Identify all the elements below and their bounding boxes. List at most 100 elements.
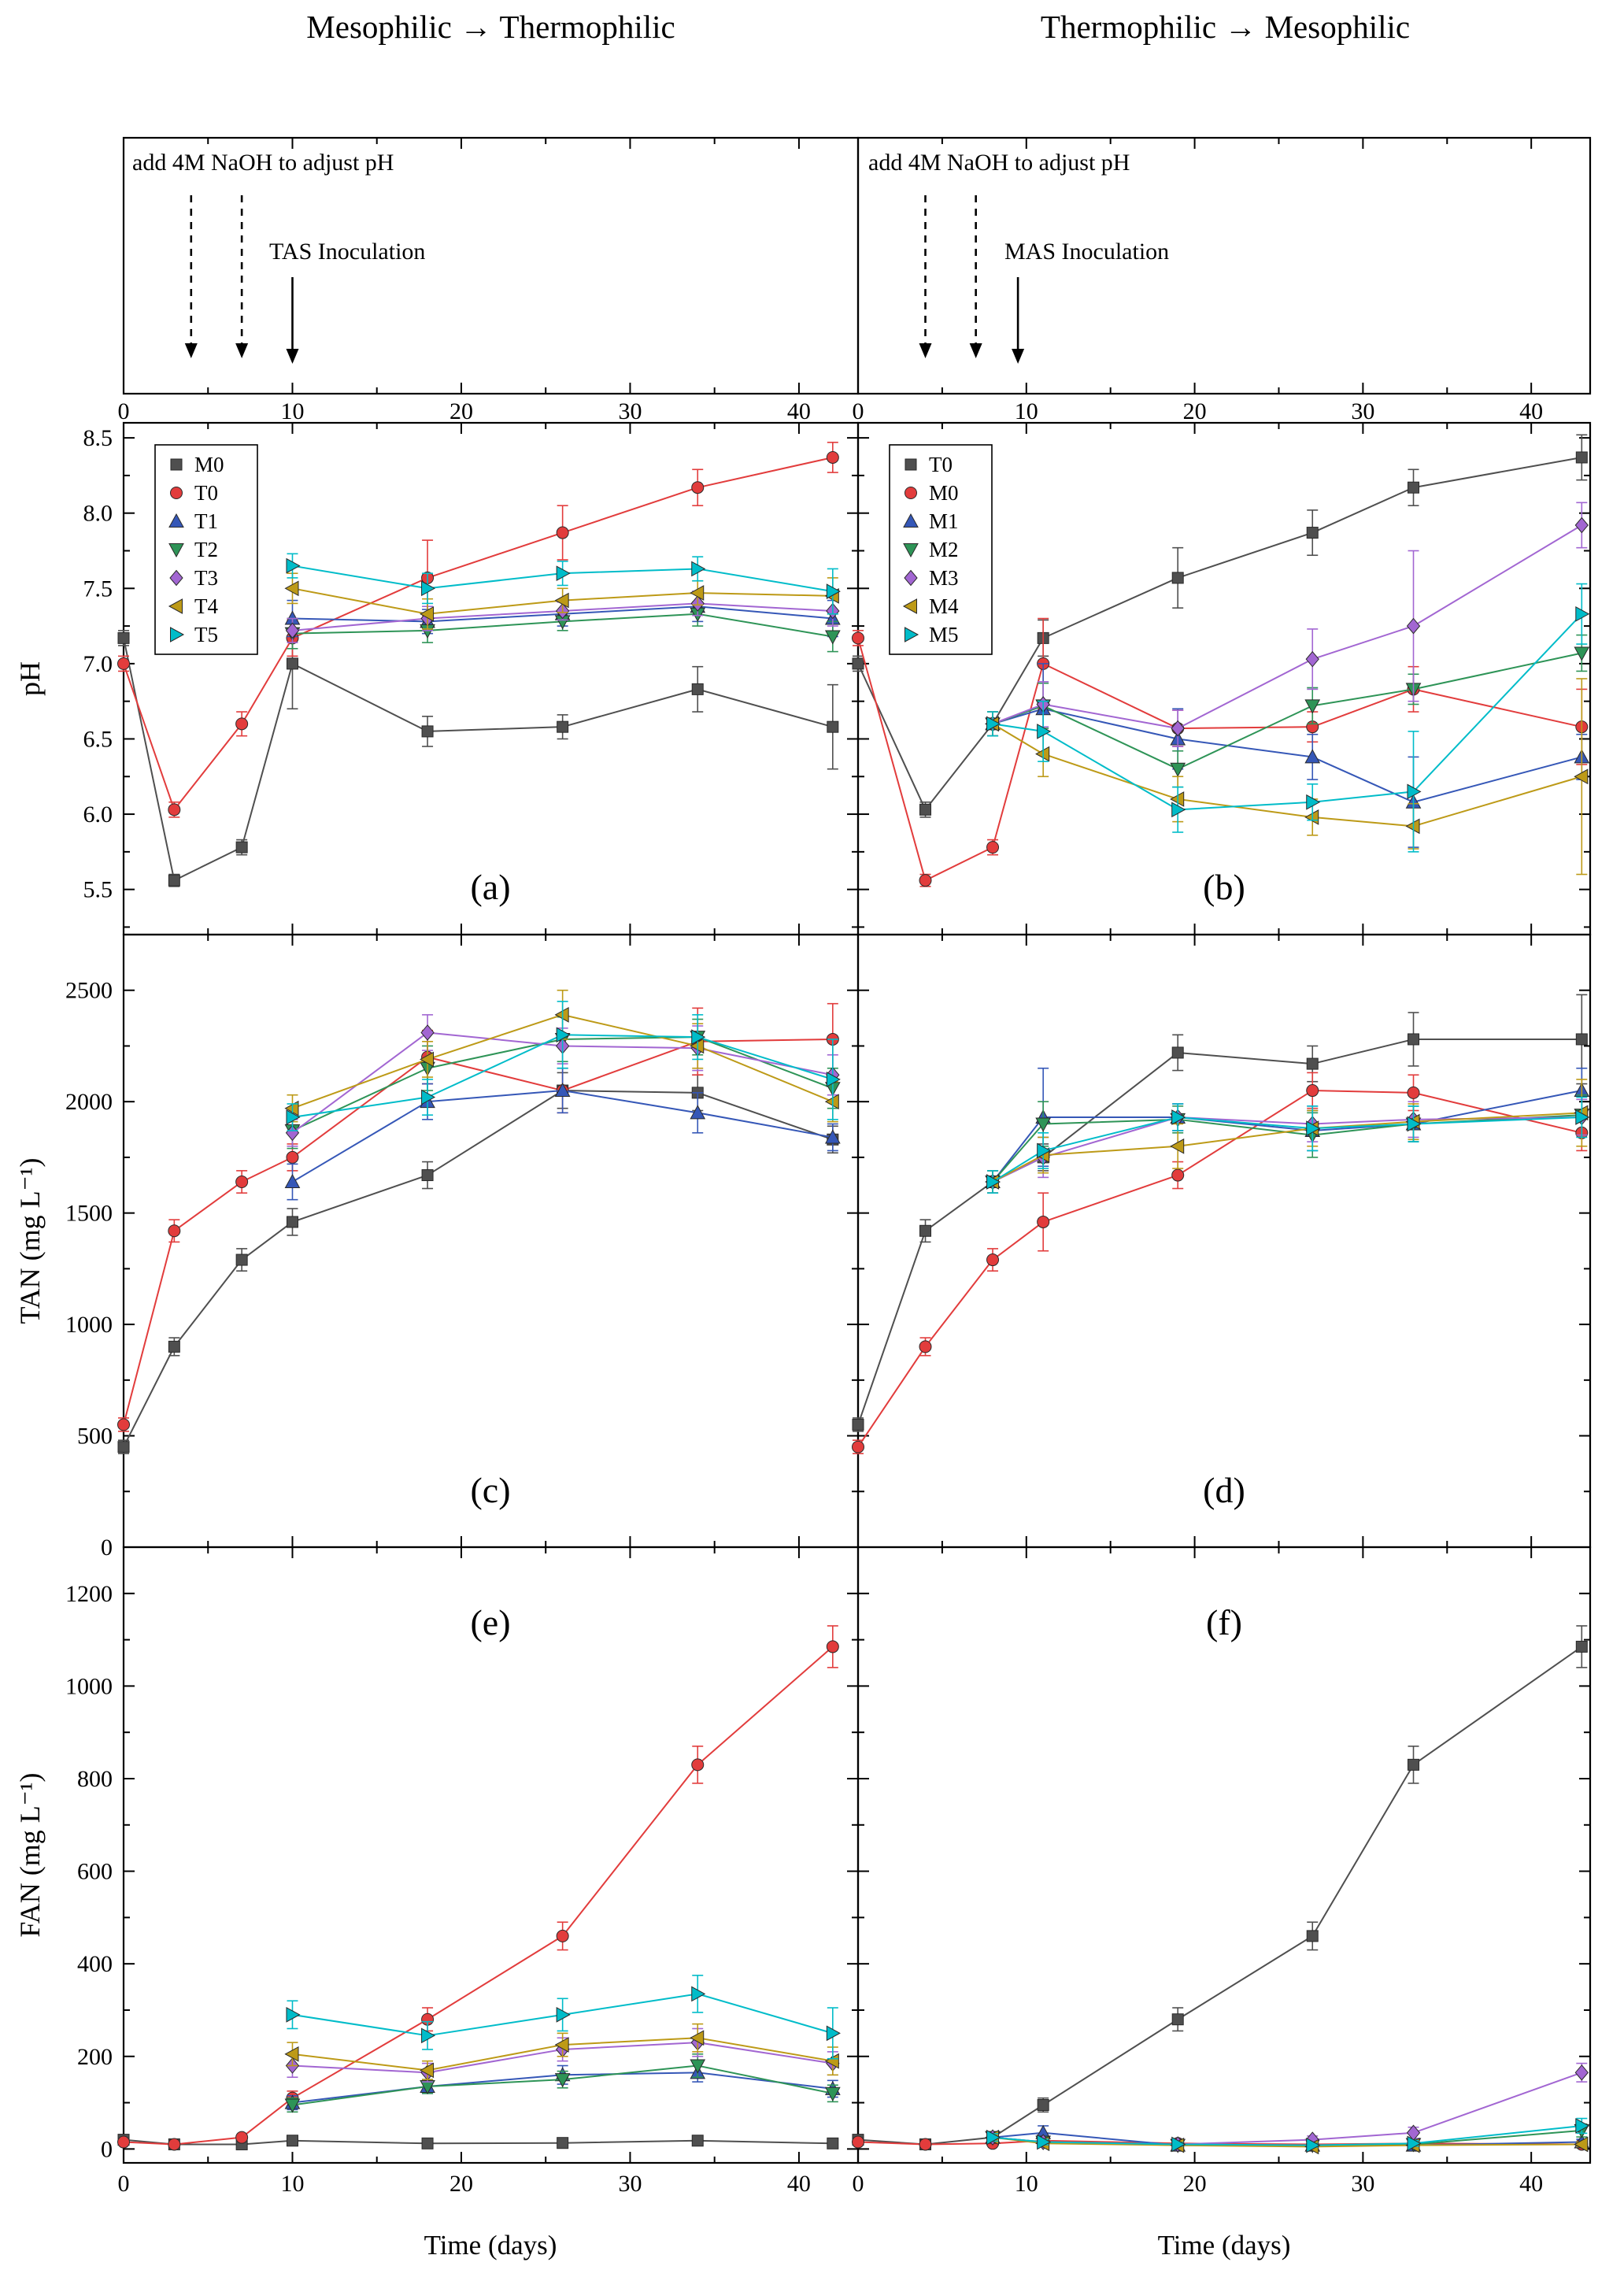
marker-diamond: [1305, 650, 1319, 668]
marker-circle: [1037, 1215, 1050, 1228]
y-tick-label: 500: [77, 1424, 113, 1450]
marker-triangleRight: [1037, 1142, 1052, 1159]
marker-square: [235, 841, 248, 853]
series-d-M4: [984, 1079, 1589, 1194]
y-tick-label: 6.0: [83, 802, 113, 828]
naoh-annotation-right: add 4M NaOH to adjust pH: [868, 150, 1130, 176]
marker-triangleRight: [286, 2007, 301, 2023]
marker-circle: [826, 1640, 839, 1653]
marker-triangleUp: [824, 1129, 841, 1144]
marker-triangleRight: [170, 627, 185, 642]
marker-circle: [1171, 1168, 1185, 1182]
marker-triangleLeft: [554, 592, 569, 609]
x-axis-label-left: Time (days): [424, 2230, 557, 2261]
y-axis-label-tan: TAN (mg L⁻¹): [14, 1157, 46, 1324]
y-tick-label: 2500: [65, 978, 113, 1004]
legend-label-M0: M0: [194, 453, 224, 476]
marker-square: [557, 720, 569, 733]
inoculation-arrow-left-head: [286, 349, 299, 364]
series-a-T5: [286, 553, 841, 615]
marker-triangleDown: [824, 2086, 841, 2101]
marker-triangleLeft: [1574, 2136, 1589, 2153]
x-tick-label-top: 40: [787, 398, 811, 424]
marker-diamond: [285, 622, 300, 639]
marker-circle: [919, 874, 932, 887]
marker-triangleRight: [1407, 783, 1422, 800]
y-tick-label: 1500: [65, 1201, 113, 1227]
panel-c-data: [117, 989, 841, 1454]
series-d-M1: [985, 1067, 1590, 1194]
series-b-M1: [985, 663, 1590, 848]
marker-triangleRight: [421, 2027, 436, 2044]
x-tick-label-bottom: 30: [1351, 2171, 1374, 2197]
series-line-M1: [992, 708, 1582, 803]
naoh-arrow-left-1-head: [235, 343, 249, 358]
series-line-M5: [992, 613, 1583, 811]
x-tick-label-bottom: 10: [1015, 2171, 1038, 2197]
series-line-M0: [123, 1090, 834, 1448]
y-axis-label-fan: FAN (mg L⁻¹): [14, 1772, 46, 1938]
x-tick-label-bottom: 0: [118, 2171, 130, 2197]
marker-square: [1037, 2099, 1049, 2112]
marker-circle: [235, 717, 249, 731]
x-tick-label-top: 0: [118, 398, 130, 424]
x-tick-label-top: 20: [449, 398, 473, 424]
marker-circle: [168, 2138, 181, 2151]
x-tick-label-top: 10: [280, 398, 304, 424]
series-line-M0: [857, 1090, 1582, 1448]
marker-triangleRight: [1575, 2118, 1590, 2134]
marker-triangleDown: [824, 630, 841, 645]
marker-square: [691, 2135, 704, 2147]
marker-triangleRight: [1407, 1116, 1422, 1132]
panel-letter-e: (e): [470, 1602, 511, 1642]
marker-triangleRight: [556, 565, 571, 582]
marker-square: [117, 1441, 130, 1453]
x-axis-label-right: Time (days): [1157, 2230, 1291, 2261]
marker-diamond: [1406, 617, 1421, 635]
marker-triangleRight: [986, 2129, 1001, 2146]
marker-triangleRight: [904, 627, 919, 642]
marker-triangleDown: [554, 2073, 571, 2088]
series-a-M0: [117, 617, 839, 887]
panel-frame-tan-left: [122, 933, 860, 1549]
x-tick-label-top: 10: [1015, 398, 1038, 424]
panel-b-data: [852, 434, 1590, 887]
y-tick-label: 0: [101, 1535, 113, 1561]
marker-square: [235, 1253, 248, 1266]
series-line-T0: [123, 1646, 834, 2146]
marker-circle: [852, 2135, 864, 2149]
marker-diamond: [1171, 720, 1185, 737]
series-d-M2: [985, 1094, 1590, 1194]
y-tick-label: 1000: [65, 1673, 113, 1699]
marker-triangleDown: [690, 2059, 706, 2074]
marker-triangleRight: [286, 1109, 301, 1125]
series-line-T0: [857, 1646, 1582, 2146]
naoh-arrow-left-0-head: [184, 343, 198, 358]
series-f-M5: [986, 2117, 1590, 2153]
naoh-arrow-right-0-head: [919, 343, 932, 358]
series-c-T5: [286, 1001, 841, 1131]
marker-square: [421, 725, 434, 738]
marker-square: [691, 683, 704, 695]
x-tick-label-bottom: 30: [618, 2171, 642, 2197]
series-f-M3: [986, 2062, 1589, 2153]
marker-triangleRight: [1171, 1109, 1186, 1125]
marker-triangleLeft: [554, 2037, 569, 2053]
marker-triangleLeft: [420, 605, 435, 622]
panel-frame-fan-right: [856, 1546, 1592, 2164]
marker-diamond: [169, 569, 183, 587]
marker-diamond: [1574, 2064, 1589, 2081]
series-line-T0: [857, 1038, 1582, 1425]
series-e-T5: [286, 1975, 841, 2060]
marker-circle: [168, 803, 181, 816]
marker-circle: [117, 1418, 130, 1431]
marker-square: [1408, 1033, 1420, 1046]
inoculation-annotation-left: TAS Inoculation: [269, 239, 426, 265]
series-c-T0: [117, 1002, 839, 1432]
x-tick-label-bottom: 40: [787, 2171, 811, 2197]
series-line-M3: [992, 2072, 1582, 2146]
panel-letter-c: (c): [470, 1470, 511, 1510]
marker-triangleRight: [691, 1986, 706, 2002]
marker-circle: [170, 487, 183, 499]
